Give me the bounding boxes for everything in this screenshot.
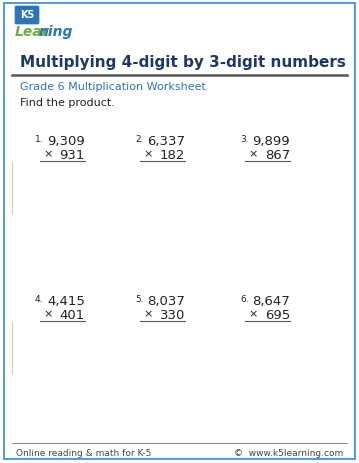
Text: 4.: 4. xyxy=(35,294,43,303)
Text: 401: 401 xyxy=(60,308,85,321)
Text: 8,037: 8,037 xyxy=(147,294,185,307)
Text: ×: × xyxy=(143,308,152,319)
Text: ©  www.k5learning.com: © www.k5learning.com xyxy=(234,448,343,457)
Text: 867: 867 xyxy=(265,149,290,162)
Text: Lear: Lear xyxy=(15,25,50,39)
Text: 931: 931 xyxy=(60,149,85,162)
Text: ×: × xyxy=(248,308,257,319)
FancyBboxPatch shape xyxy=(15,7,39,25)
Text: 5.: 5. xyxy=(135,294,144,303)
Text: 1.: 1. xyxy=(35,135,44,144)
Text: 6.: 6. xyxy=(240,294,249,303)
Text: Grade 6 Multiplication Worksheet: Grade 6 Multiplication Worksheet xyxy=(20,82,206,92)
Text: 8,647: 8,647 xyxy=(252,294,290,307)
Text: 2.: 2. xyxy=(135,135,144,144)
Text: Find the product.: Find the product. xyxy=(20,98,115,108)
Text: Online reading & math for K-5: Online reading & math for K-5 xyxy=(16,448,151,457)
Text: 330: 330 xyxy=(160,308,185,321)
Text: ×: × xyxy=(248,149,257,159)
Text: 182: 182 xyxy=(160,149,185,162)
Text: 3.: 3. xyxy=(240,135,249,144)
Text: ×: × xyxy=(43,149,52,159)
Text: ×: × xyxy=(143,149,152,159)
Text: 9,899: 9,899 xyxy=(252,135,290,148)
Text: K5: K5 xyxy=(20,10,34,20)
Text: ning: ning xyxy=(39,25,73,39)
Text: ×: × xyxy=(43,308,52,319)
Text: 9,309: 9,309 xyxy=(47,135,85,148)
Text: 695: 695 xyxy=(265,308,290,321)
Text: 4,415: 4,415 xyxy=(47,294,85,307)
Text: Multiplying 4-digit by 3-digit numbers: Multiplying 4-digit by 3-digit numbers xyxy=(20,55,346,70)
Text: 6,337: 6,337 xyxy=(147,135,185,148)
FancyBboxPatch shape xyxy=(4,4,355,459)
